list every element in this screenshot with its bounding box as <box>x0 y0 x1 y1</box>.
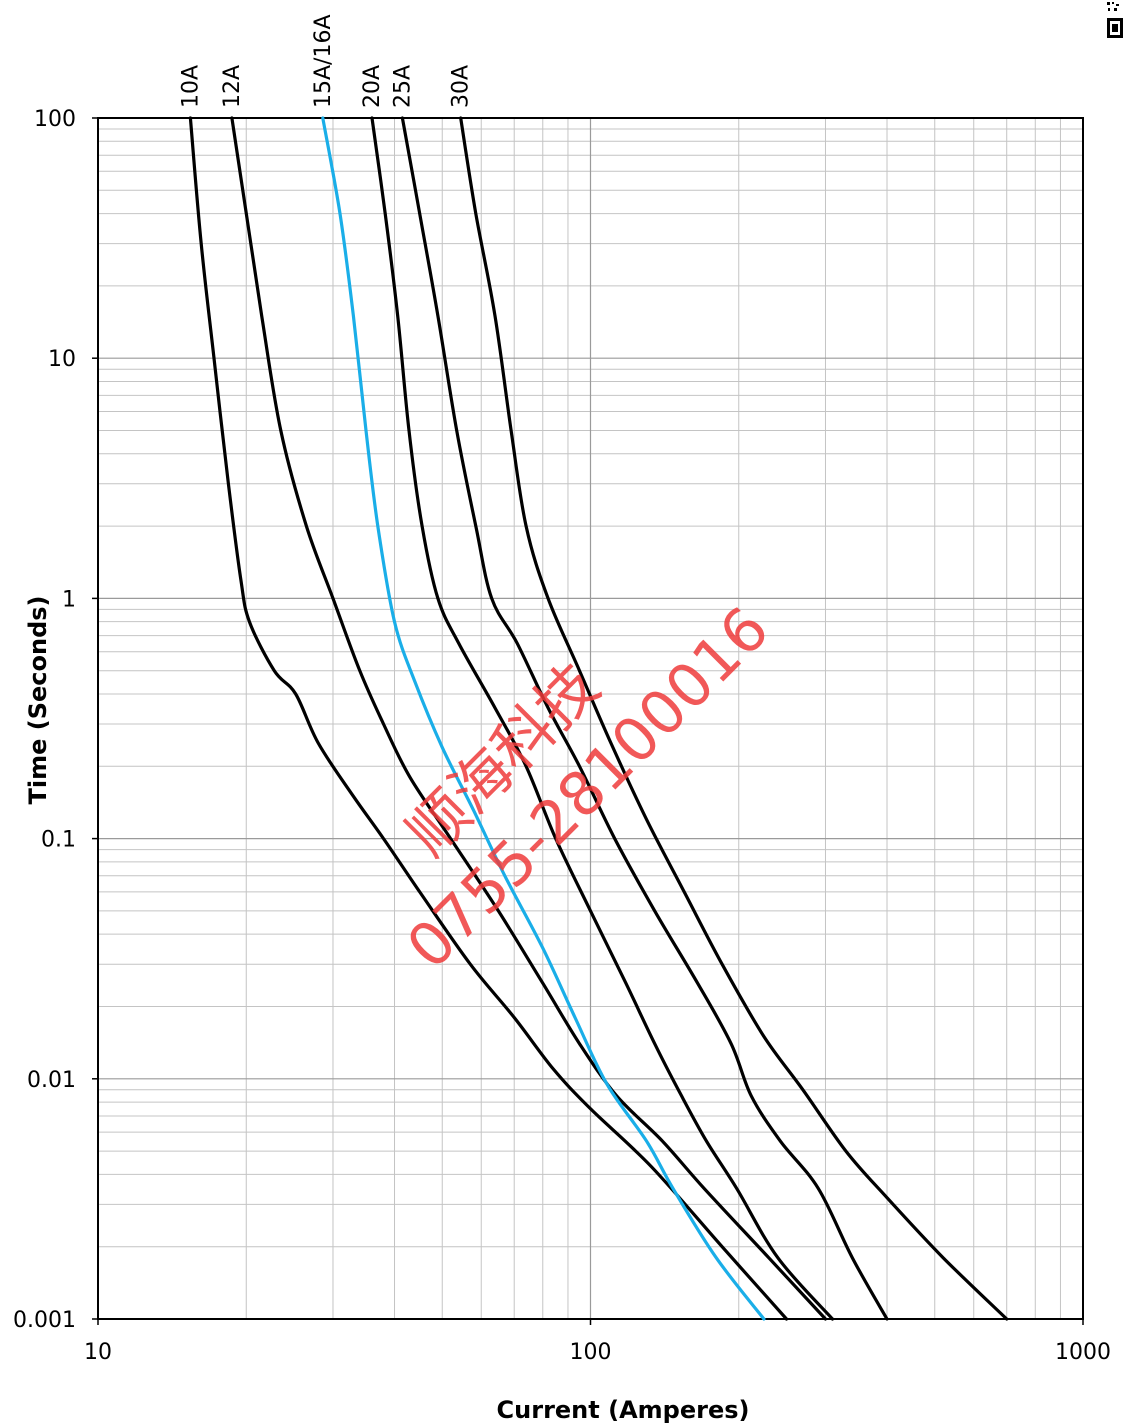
series-line-25a <box>400 116 889 1321</box>
series-line-10a <box>188 116 789 1321</box>
x-axis-ticks: 10 100 1000 <box>84 1319 1111 1365</box>
series-label-15a-16a: 15A/16A <box>311 15 336 109</box>
series-labels: 10A 12A 15A/16A 20A 25A 30A <box>178 15 473 109</box>
x-axis-title: Current (Amperes) <box>497 1396 750 1424</box>
series-line-12a <box>230 116 828 1321</box>
y-tick-label: 0.01 <box>27 1068 76 1093</box>
y-tick-label: 10 <box>48 347 76 372</box>
series-label-20a: 20A <box>360 65 385 108</box>
x-tick-label: 1000 <box>1055 1340 1111 1365</box>
y-tick-label: 0.1 <box>41 828 76 853</box>
x-tick-label: 100 <box>570 1340 612 1365</box>
qr-code-icon <box>1106 0 1123 42</box>
series-label-12a: 12A <box>220 65 245 108</box>
y-tick-label: 100 <box>34 107 76 132</box>
series-line-30a <box>459 116 1009 1321</box>
series-label-30a: 30A <box>449 65 474 108</box>
y-tick-label: 0.001 <box>13 1308 76 1333</box>
series-line-20a <box>370 116 835 1321</box>
series-lines <box>188 116 1009 1321</box>
y-tick-label: 1 <box>62 587 76 612</box>
series-label-10a: 10A <box>178 65 203 108</box>
y-axis-title: Time (Seconds) <box>24 595 52 804</box>
series-label-25a: 25A <box>390 65 415 108</box>
x-tick-label: 10 <box>84 1340 112 1365</box>
series-line-15a-16a <box>321 116 766 1321</box>
y-axis-ticks: 100 10 1 0.1 0.01 0.001 <box>13 107 98 1333</box>
